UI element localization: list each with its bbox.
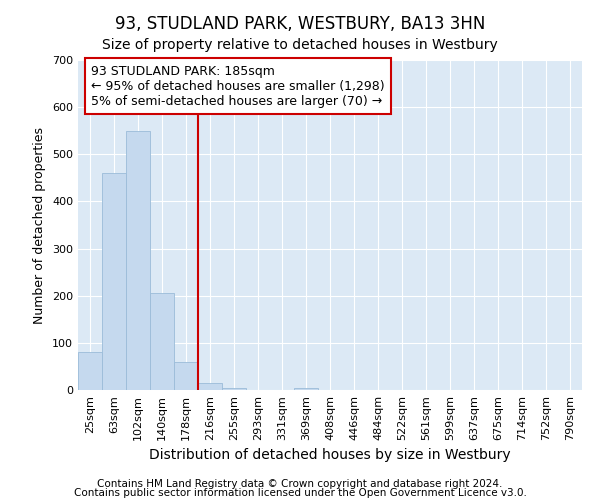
Text: 93, STUDLAND PARK, WESTBURY, BA13 3HN: 93, STUDLAND PARK, WESTBURY, BA13 3HN <box>115 15 485 33</box>
Bar <box>294 388 318 390</box>
Bar <box>174 362 198 390</box>
Bar <box>102 173 126 390</box>
Text: 93 STUDLAND PARK: 185sqm
← 95% of detached houses are smaller (1,298)
5% of semi: 93 STUDLAND PARK: 185sqm ← 95% of detach… <box>91 64 385 108</box>
Bar <box>78 352 102 390</box>
Text: Contains public sector information licensed under the Open Government Licence v3: Contains public sector information licen… <box>74 488 526 498</box>
Bar <box>222 388 246 390</box>
Bar <box>126 130 150 390</box>
Y-axis label: Number of detached properties: Number of detached properties <box>34 126 46 324</box>
Text: Size of property relative to detached houses in Westbury: Size of property relative to detached ho… <box>102 38 498 52</box>
Bar <box>198 383 222 390</box>
Bar <box>150 294 174 390</box>
X-axis label: Distribution of detached houses by size in Westbury: Distribution of detached houses by size … <box>149 448 511 462</box>
Text: Contains HM Land Registry data © Crown copyright and database right 2024.: Contains HM Land Registry data © Crown c… <box>97 479 503 489</box>
